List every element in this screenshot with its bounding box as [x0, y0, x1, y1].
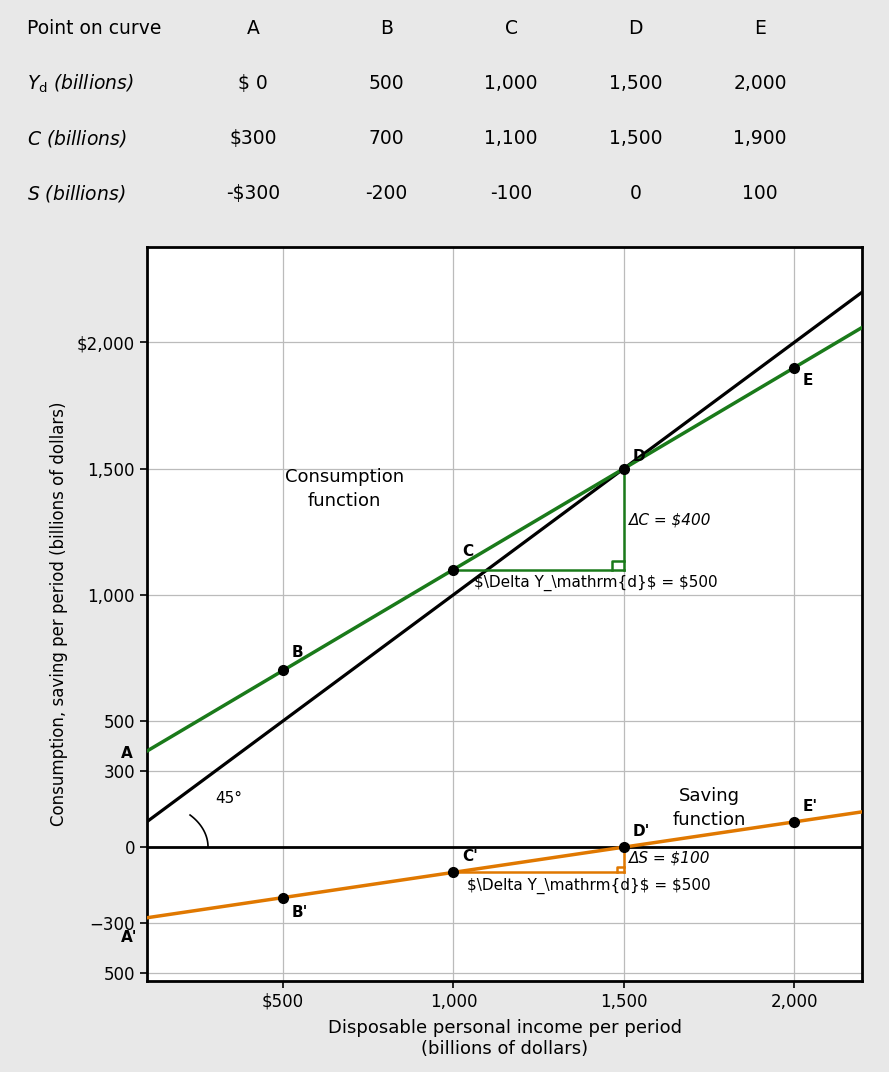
Text: 45°: 45°	[215, 791, 242, 806]
Text: D: D	[629, 19, 643, 39]
Text: D: D	[632, 449, 645, 464]
Text: A': A'	[121, 929, 138, 944]
Text: 1,500: 1,500	[609, 74, 662, 93]
Text: -100: -100	[490, 184, 533, 203]
Text: Consumption
function: Consumption function	[284, 468, 404, 509]
Text: ΔC = $400: ΔC = $400	[629, 512, 711, 527]
Text: 700: 700	[369, 129, 404, 148]
Text: D': D'	[632, 823, 650, 838]
Text: E: E	[754, 19, 766, 39]
Text: $\Delta Y_\mathrm{d}$ = $500: $\Delta Y_\mathrm{d}$ = $500	[467, 878, 710, 894]
Text: 1,500: 1,500	[609, 129, 662, 148]
Text: C: C	[505, 19, 517, 39]
Text: 1,900: 1,900	[733, 129, 787, 148]
Text: 1,000: 1,000	[485, 74, 538, 93]
Text: C': C'	[462, 849, 477, 864]
Text: $ 0: $ 0	[238, 74, 268, 93]
Text: 100: 100	[742, 184, 778, 203]
Text: 2,000: 2,000	[733, 74, 787, 93]
Text: -$300: -$300	[227, 184, 280, 203]
Text: -200: -200	[365, 184, 408, 203]
Text: C: C	[462, 544, 473, 559]
Text: B: B	[292, 644, 303, 659]
Text: 0: 0	[629, 184, 642, 203]
Text: $Y_\mathrm{d}$ (billions): $Y_\mathrm{d}$ (billions)	[27, 72, 133, 94]
Y-axis label: Consumption, saving per period (billions of dollars): Consumption, saving per period (billions…	[51, 402, 68, 825]
Text: 1,100: 1,100	[485, 129, 538, 148]
Text: Saving
function: Saving function	[672, 787, 746, 829]
Text: Point on curve: Point on curve	[27, 19, 161, 39]
Text: A: A	[247, 19, 260, 39]
Text: $300: $300	[229, 129, 277, 148]
Text: $S$ (billions): $S$ (billions)	[27, 183, 125, 204]
Text: $\Delta Y_\mathrm{d}$ = $500: $\Delta Y_\mathrm{d}$ = $500	[474, 576, 717, 592]
Text: ΔS = $100: ΔS = $100	[629, 850, 710, 865]
Text: E: E	[803, 373, 813, 388]
Text: $C$ (billions): $C$ (billions)	[27, 128, 126, 149]
X-axis label: Disposable personal income per period
(billions of dollars): Disposable personal income per period (b…	[327, 1019, 682, 1058]
Text: A: A	[121, 745, 132, 760]
Text: E': E'	[803, 799, 818, 814]
Text: B: B	[380, 19, 393, 39]
Text: 500: 500	[369, 74, 404, 93]
Text: B': B'	[292, 905, 308, 920]
